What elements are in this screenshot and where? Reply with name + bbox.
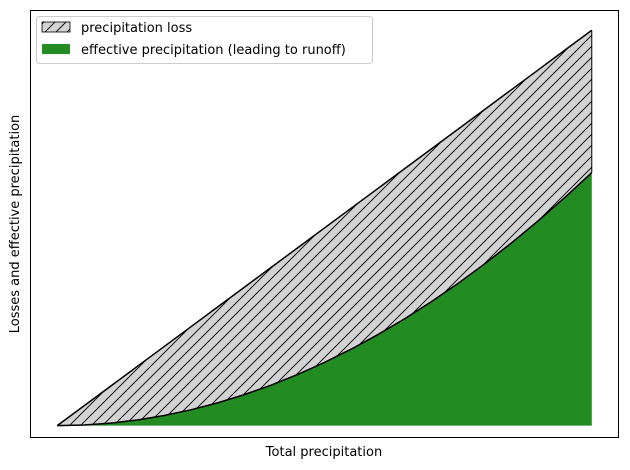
legend-label-precipitation-loss: precipitation loss — [81, 21, 192, 36]
legend-swatch-precipitation-loss — [41, 21, 71, 33]
legend-swatch-effective-precipitation — [42, 44, 70, 54]
total-precipitation-line — [56, 29, 593, 427]
legend: precipitation loss effective precipitati… — [36, 16, 373, 64]
effective-precipitation-line — [57, 172, 593, 427]
effective-precipitation-area — [57, 172, 592, 426]
x-axis-label: Total precipitation — [265, 445, 382, 460]
y-axis-label: Losses and effective precipitation — [8, 115, 23, 334]
legend-label-effective-precipitation: effective precipitation (leading to runo… — [81, 43, 346, 58]
legend-box — [36, 16, 373, 64]
plot-frame — [30, 10, 619, 438]
plot-area — [56, 29, 593, 427]
